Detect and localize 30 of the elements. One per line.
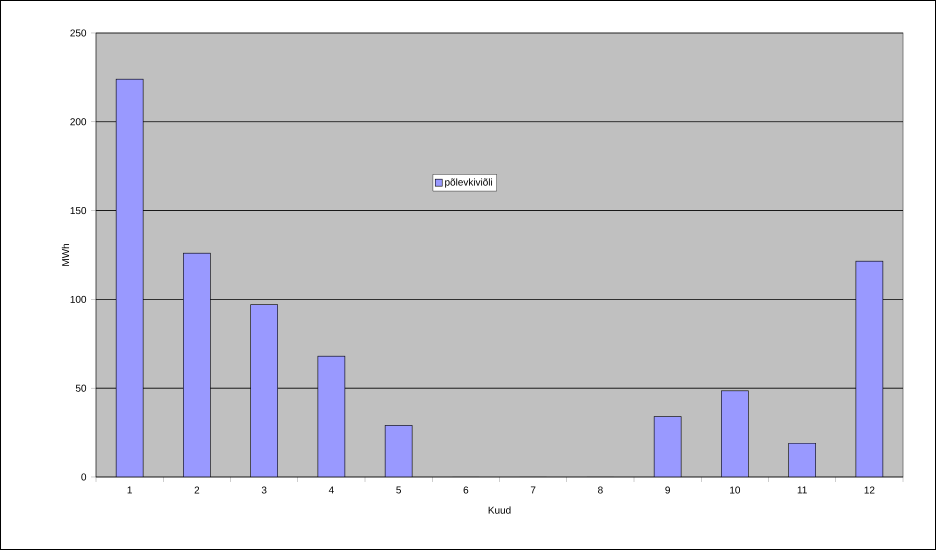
x-tick-label: 2 <box>194 486 200 494</box>
y-tick-label: 250 <box>70 29 86 37</box>
bar <box>385 425 412 477</box>
y-tick-label: 100 <box>70 296 86 303</box>
x-tick-label: 10 <box>730 486 740 494</box>
bar <box>183 253 210 477</box>
x-tick-label: 12 <box>864 486 874 494</box>
y-tick-label: 0 <box>81 473 86 481</box>
x-tick-label: 5 <box>396 486 401 494</box>
x-tick-label: 8 <box>598 486 603 494</box>
x-tick-label: 6 <box>464 486 468 494</box>
y-tick-label: 50 <box>76 384 86 392</box>
x-tick-label: 3 <box>262 486 266 494</box>
bar <box>250 304 278 477</box>
x-tick-label: 1 <box>128 486 132 494</box>
x-tick-label: 11 <box>798 486 807 494</box>
bar <box>721 390 748 477</box>
bar <box>116 79 144 477</box>
legend-label: põlevkiviõli <box>445 178 492 188</box>
bar <box>788 443 816 477</box>
bar <box>856 260 884 477</box>
x-tick-label: 7 <box>530 486 536 494</box>
x-tick-label: 9 <box>665 486 670 494</box>
bar <box>654 416 682 477</box>
x-axis-title: Kuud <box>488 506 511 514</box>
bar <box>318 356 345 477</box>
x-tick-label: 4 <box>328 486 334 494</box>
y-tick-label: 200 <box>70 118 86 126</box>
y-tick-label: 150 <box>70 207 86 214</box>
y-axis-title: MWh <box>62 244 70 266</box>
